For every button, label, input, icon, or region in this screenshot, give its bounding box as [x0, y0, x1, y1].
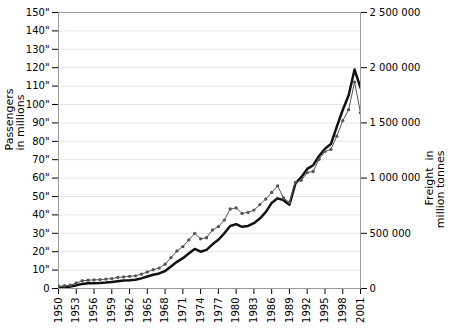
svg-text:1 000 000: 1 000 000: [370, 172, 421, 183]
svg-text:70": 70": [32, 154, 49, 165]
svg-text:100": 100": [26, 99, 50, 110]
svg-text:0: 0: [370, 283, 376, 294]
svg-text:Freight inmillion tonnes: Freight inmillion tonnes: [423, 150, 447, 228]
svg-text:1977: 1977: [213, 298, 224, 323]
svg-text:Passengersin millions: Passengersin millions: [3, 88, 27, 150]
svg-text:1953: 1953: [70, 298, 81, 323]
svg-text:150": 150": [26, 7, 50, 18]
svg-text:60": 60": [32, 172, 49, 183]
svg-text:140": 140": [26, 25, 50, 36]
svg-text:500 000: 500 000: [370, 228, 411, 239]
svg-text:2 500 000: 2 500 000: [370, 7, 421, 18]
svg-text:1962: 1962: [124, 298, 135, 323]
svg-text:1989: 1989: [284, 298, 295, 323]
svg-text:1950: 1950: [53, 298, 64, 323]
svg-text:80": 80": [32, 136, 49, 147]
svg-text:1986: 1986: [266, 298, 277, 323]
svg-text:1998: 1998: [337, 298, 348, 323]
svg-text:1959: 1959: [106, 298, 117, 323]
svg-text:120": 120": [26, 62, 50, 73]
svg-text:1 500 000: 1 500 000: [370, 117, 421, 128]
svg-text:1968: 1968: [159, 298, 170, 323]
svg-text:1974: 1974: [195, 298, 206, 323]
svg-text:130": 130": [26, 44, 50, 55]
svg-text:2 000 000: 2 000 000: [370, 62, 421, 73]
svg-text:0: 0: [43, 283, 49, 294]
svg-text:10": 10": [32, 264, 49, 275]
svg-text:1965: 1965: [142, 298, 153, 323]
svg-text:2001: 2001: [355, 298, 366, 323]
svg-text:1956: 1956: [88, 298, 99, 323]
svg-text:90": 90": [32, 117, 49, 128]
svg-text:1983: 1983: [248, 298, 259, 323]
svg-text:50": 50": [32, 191, 49, 202]
svg-text:1992: 1992: [301, 298, 312, 323]
svg-text:40": 40": [32, 209, 49, 220]
svg-text:1995: 1995: [319, 298, 330, 323]
svg-text:20": 20": [32, 246, 49, 257]
svg-text:1971: 1971: [177, 298, 188, 323]
svg-text:1980: 1980: [230, 298, 241, 323]
svg-text:30": 30": [32, 228, 49, 239]
svg-text:110": 110": [26, 80, 50, 91]
